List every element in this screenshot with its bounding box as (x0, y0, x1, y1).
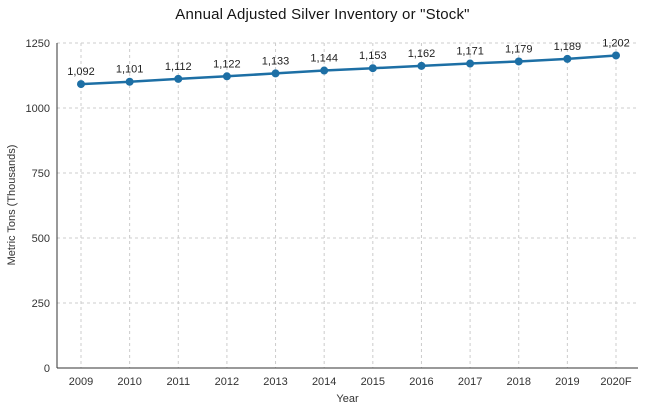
y-tick-label: 750 (32, 168, 50, 180)
x-tick-label: 2013 (263, 376, 287, 388)
y-tick-label: 1000 (26, 103, 50, 115)
data-point-label: 1,092 (67, 66, 95, 78)
data-point-marker (368, 64, 377, 73)
y-tick-label: 250 (32, 298, 50, 310)
y-tick-label: 0 (44, 363, 50, 375)
x-tick-label: 2009 (69, 376, 93, 388)
data-point-label: 1,153 (359, 50, 387, 62)
data-point-marker (563, 54, 572, 63)
data-point-label: 1,171 (456, 46, 484, 58)
data-point-label: 1,133 (262, 55, 290, 67)
data-point-label: 1,162 (408, 48, 436, 60)
x-tick-label: 2015 (361, 376, 385, 388)
data-point-marker (174, 74, 183, 83)
data-point-label: 1,202 (602, 37, 630, 49)
x-tick-label: 2011 (166, 376, 190, 388)
x-tick-label: 2019 (555, 376, 579, 388)
data-point-marker (271, 69, 280, 78)
data-point-marker (612, 51, 620, 60)
chart-title: Annual Adjusted Silver Inventory or "Sto… (175, 6, 470, 23)
data-point-marker (77, 80, 85, 89)
x-tick-label: 2014 (312, 376, 336, 388)
y-tick-label: 500 (32, 233, 50, 245)
x-tick-label: 2018 (506, 376, 530, 388)
y-tick-label: 1250 (26, 38, 50, 50)
data-point-label: 1,189 (554, 41, 582, 53)
series-line (79, 54, 618, 86)
data-point-marker (466, 59, 475, 68)
data-point-label: 1,144 (310, 53, 338, 65)
data-point-marker (417, 61, 426, 70)
x-axis-title: Year (336, 393, 359, 405)
x-tick-label: 2010 (117, 376, 141, 388)
data-point-label: 1,179 (505, 43, 533, 55)
x-tick-label: 2020F (600, 376, 631, 388)
x-tick-label: 2017 (458, 376, 482, 388)
data-point-label: 1,122 (213, 58, 241, 70)
data-point-marker (125, 77, 134, 86)
x-tick-label: 2016 (409, 376, 433, 388)
data-point-marker (514, 57, 523, 66)
data-point-marker (222, 72, 231, 81)
data-point-marker (320, 66, 329, 75)
x-tick-label: 2012 (215, 376, 239, 388)
data-point-label: 1,101 (116, 64, 144, 76)
data-point-label: 1,112 (165, 61, 192, 73)
